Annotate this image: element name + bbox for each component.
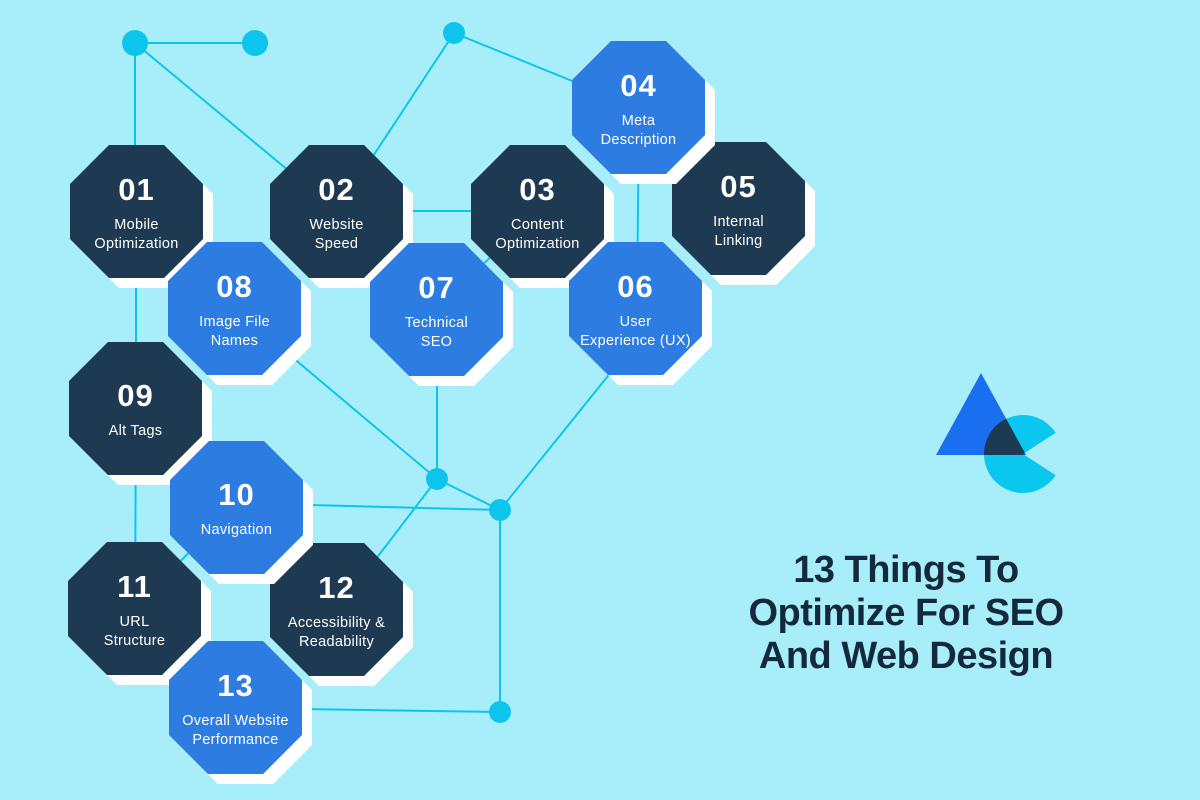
octagon-face: 09 Alt Tags: [69, 342, 202, 475]
node-label: Content Optimization: [495, 216, 580, 252]
node-number: 09: [117, 378, 154, 414]
octagon-face: 08 Image File Names: [168, 242, 301, 375]
octagon-face: 03 Content Optimization: [471, 145, 604, 278]
node-label: Internal Linking: [713, 213, 764, 249]
node-number: 13: [217, 667, 254, 703]
node-number: 10: [218, 477, 255, 513]
node-label: Navigation: [200, 522, 273, 539]
node-label: Alt Tags: [108, 423, 163, 440]
node-number: 02: [318, 171, 355, 207]
seo-node-06: 06 User Experience (UX): [569, 242, 712, 385]
poster-title: 13 Things To Optimize For SEO And Web De…: [720, 549, 1092, 678]
octagon-face: 02 Website Speed: [270, 145, 403, 278]
octagon-face: 13 Overall Website Performance: [169, 641, 302, 774]
node-number: 08: [216, 268, 253, 304]
node-number: 04: [620, 67, 657, 103]
seo-node-13: 13 Overall Website Performance: [169, 641, 312, 784]
connector-dot: [242, 30, 268, 56]
seo-node-11: 11 URL Structure: [68, 542, 211, 685]
connector-dot: [426, 468, 448, 490]
octagon-face: 10 Navigation: [170, 441, 303, 574]
node-label: Mobile Optimization: [94, 216, 179, 252]
brand-logo: [936, 373, 1056, 493]
node-label: User Experience (UX): [580, 313, 691, 349]
node-number: 03: [519, 171, 556, 207]
seo-node-07: 07 Technical SEO: [370, 243, 513, 386]
octagon-face: 11 URL Structure: [68, 542, 201, 675]
seo-node-09: 09 Alt Tags: [69, 342, 212, 485]
node-label: Meta Description: [600, 112, 677, 148]
node-number: 11: [117, 568, 152, 604]
seo-node-01: 01 Mobile Optimization: [70, 145, 213, 288]
seo-node-10: 10 Navigation: [170, 441, 313, 584]
node-label: Technical SEO: [404, 314, 469, 350]
logo-overlap: [984, 415, 1026, 455]
octagon-face: 07 Technical SEO: [370, 243, 503, 376]
connector-dot: [122, 30, 148, 56]
seo-node-04: 04 Meta Description: [572, 41, 715, 184]
octagon-face: 06 User Experience (UX): [569, 242, 702, 375]
node-label: Image File Names: [199, 313, 270, 349]
node-label: URL Structure: [103, 613, 166, 649]
node-number: 06: [617, 268, 654, 304]
title-line: 13 Things To: [793, 549, 1019, 591]
connector-dot: [443, 22, 465, 44]
octagon-face: 01 Mobile Optimization: [70, 145, 203, 278]
connector-dot: [489, 499, 511, 521]
node-number: 07: [418, 269, 455, 305]
seo-node-12: 12 Accessibility & Readability: [270, 543, 413, 686]
node-number: 01: [118, 171, 155, 207]
node-label: Accessibility & Readability: [287, 614, 386, 650]
title-line: And Web Design: [758, 635, 1054, 677]
connector-dot: [489, 701, 511, 723]
node-number: 05: [720, 168, 757, 204]
octagon-face: 04 Meta Description: [572, 41, 705, 174]
node-number: 12: [318, 569, 355, 605]
connector-line: [436, 478, 501, 511]
title-line: Optimize For SEO: [748, 592, 1064, 634]
node-label: Website Speed: [309, 216, 364, 252]
seo-node-08: 08 Image File Names: [168, 242, 311, 385]
node-label: Overall Website Performance: [182, 712, 289, 748]
